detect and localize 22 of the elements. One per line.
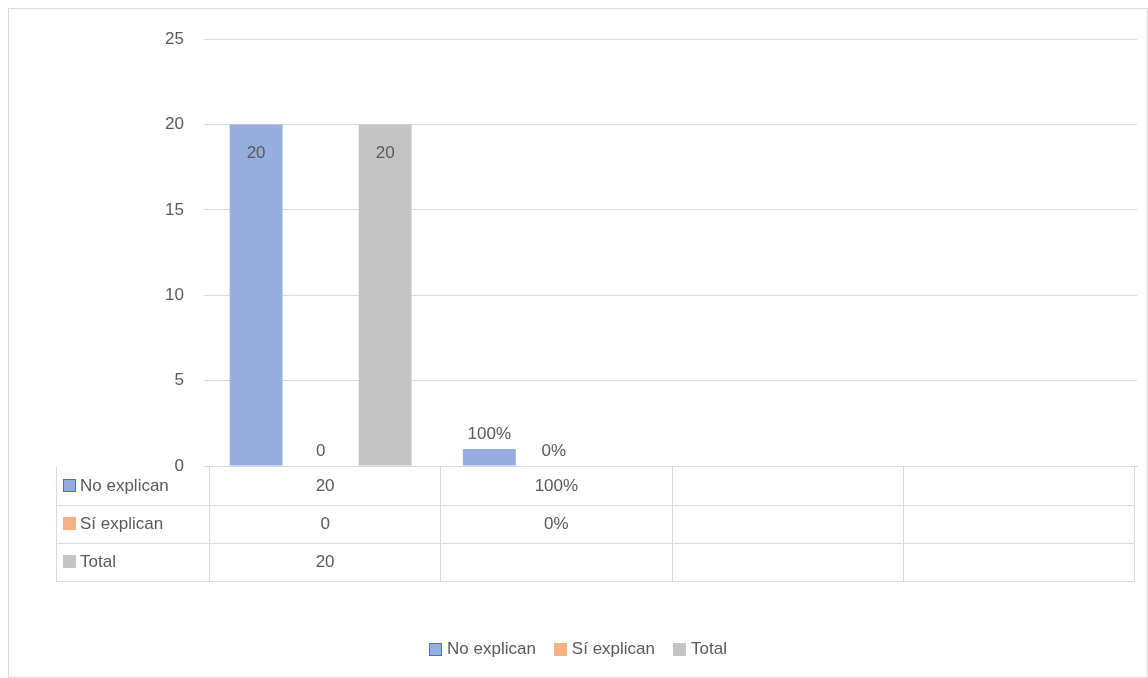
data-label: 100% <box>440 467 672 505</box>
text: No explican <box>447 639 536 658</box>
legend-label: No explican <box>80 475 169 495</box>
text: 20 <box>246 142 266 162</box>
text: Total <box>691 639 727 658</box>
data-label: 0% <box>440 505 672 543</box>
y-tick-label: 5 <box>174 370 184 390</box>
y-tick-label: 15 <box>165 199 184 219</box>
text: 20 <box>315 552 335 571</box>
y-tick-label: 25 <box>165 28 184 48</box>
text: 0 <box>315 441 326 461</box>
data-label: 0 <box>209 505 441 543</box>
y-tick-label: 10 <box>165 284 184 304</box>
text: 100% <box>467 424 512 444</box>
legend-label: Sí explican <box>571 639 656 659</box>
data-label: 20 <box>209 467 441 505</box>
text: 0% <box>541 441 567 461</box>
data-label: 20 <box>375 142 395 162</box>
text: Sí explican <box>80 514 164 533</box>
y-tick-label: 0 <box>174 455 184 475</box>
y-tick-label: 20 <box>165 114 184 134</box>
legend-label: Total <box>56 543 210 581</box>
